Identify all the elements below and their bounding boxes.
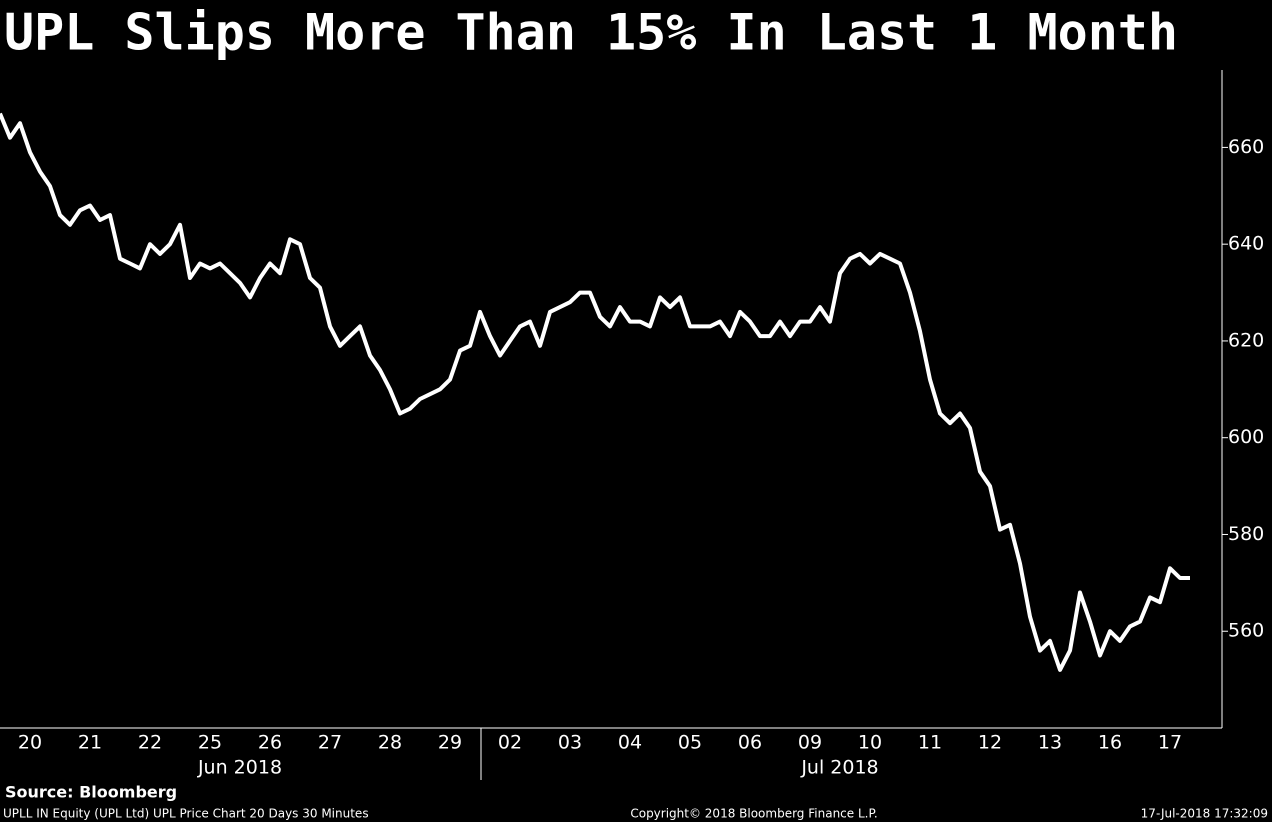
month-label: Jun 2018 (197, 757, 282, 779)
x-tick-label: 25 (198, 732, 222, 754)
footer-center: Copyright© 2018 Bloomberg Finance L.P. (630, 807, 877, 821)
x-tick-label: 16 (1098, 732, 1122, 754)
x-tick-label: 13 (1038, 732, 1062, 754)
x-tick-label: 02 (498, 732, 522, 754)
x-tick-label: 12 (978, 732, 1002, 754)
month-label: Jul 2018 (800, 757, 878, 779)
y-tick-label: 660 (1228, 136, 1264, 158)
x-tick-label: 20 (18, 732, 42, 754)
x-tick-label: 21 (78, 732, 102, 754)
x-tick-label: 09 (798, 732, 822, 754)
x-tick-label: 06 (738, 732, 762, 754)
y-tick-label: 640 (1228, 233, 1264, 255)
x-tick-label: 17 (1158, 732, 1182, 754)
x-tick-label: 11 (918, 732, 942, 754)
x-tick-label: 03 (558, 732, 582, 754)
x-tick-label: 05 (678, 732, 702, 754)
source: Source: Bloomberg (5, 783, 177, 802)
y-tick-label: 580 (1228, 523, 1264, 545)
x-tick-label: 28 (378, 732, 402, 754)
y-tick-label: 560 (1228, 620, 1264, 642)
y-tick-label: 620 (1228, 329, 1264, 351)
y-tick-label: 600 (1228, 426, 1264, 448)
chart-title: UPL Slips More Than 15% In Last 1 Month (4, 4, 1178, 62)
x-tick-label: 04 (618, 732, 642, 754)
x-tick-label: 10 (858, 732, 882, 754)
x-tick-label: 22 (138, 732, 162, 754)
x-tick-label: 27 (318, 732, 342, 754)
x-tick-label: 29 (438, 732, 462, 754)
footer-left: UPLL IN Equity (UPL Ltd) UPL Price Chart… (3, 807, 369, 821)
price-line (0, 112, 1190, 672)
x-tick-label: 26 (258, 732, 282, 754)
footer-right: 17-Jul-2018 17:32:09 (1141, 807, 1268, 821)
